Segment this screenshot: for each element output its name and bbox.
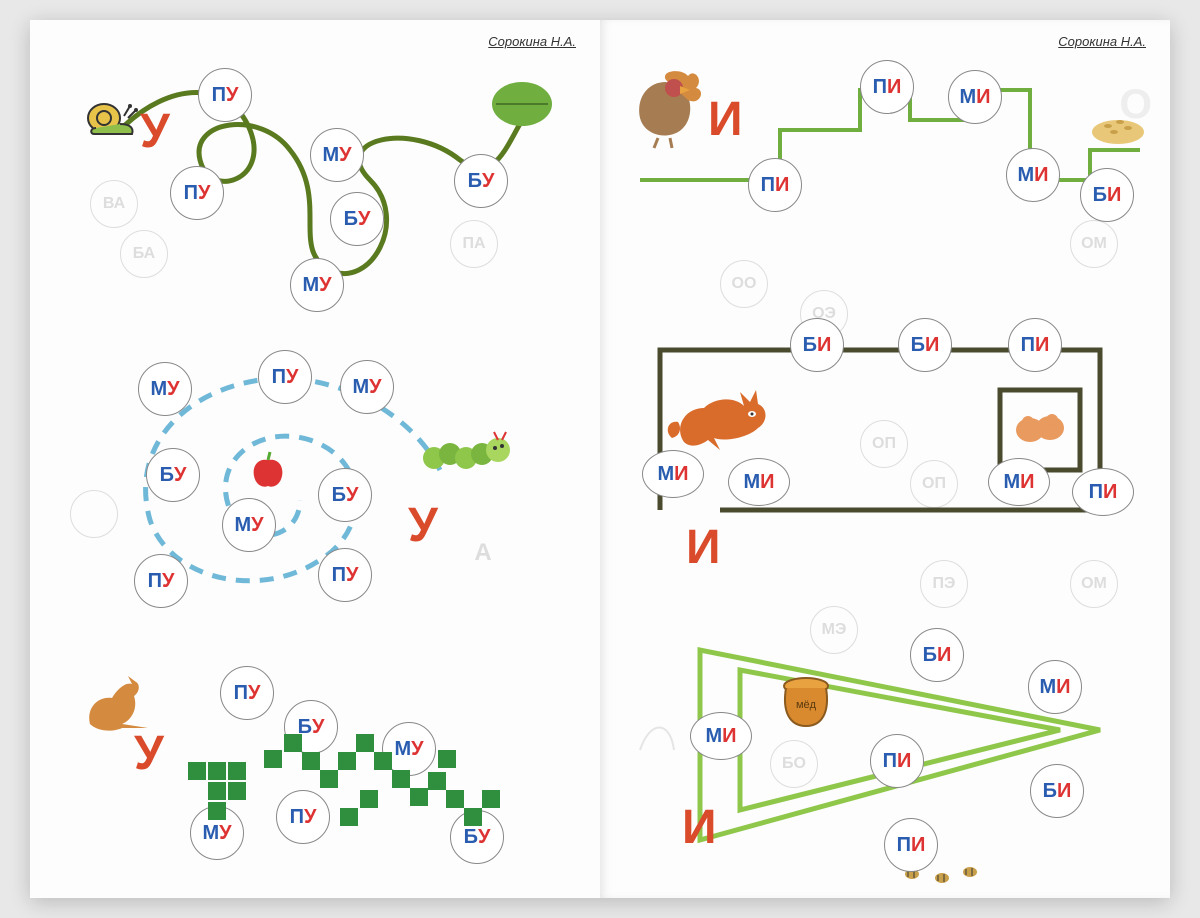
syllable-bubble: МУ — [310, 128, 364, 182]
big-letter-u-1: У — [140, 104, 170, 159]
author-right: Сорокина Н.А. — [1058, 34, 1146, 49]
syllable-bubble: МИ — [690, 712, 752, 760]
syllable-bubble: БУ — [146, 448, 200, 502]
ghost: МЭ — [810, 606, 858, 654]
path-square — [464, 808, 482, 826]
syllable-bubble: МУ — [290, 258, 344, 312]
syllable-bubble: МУ — [222, 498, 276, 552]
ghost: БО — [770, 740, 818, 788]
svg-text:мёд: мёд — [796, 699, 817, 711]
path-square — [410, 788, 428, 806]
path-square — [264, 750, 282, 768]
big-letter-i-1: И — [708, 92, 743, 147]
syllable-bubble: МИ — [988, 458, 1050, 506]
big-letter-i-3: И — [682, 800, 717, 855]
path-square — [208, 782, 226, 800]
syllable-bubble: БИ — [910, 628, 964, 682]
path-square — [320, 770, 338, 788]
spiral-path — [30, 320, 600, 640]
syllable-bubble: БУ — [318, 468, 372, 522]
syllable-bubble: ПУ — [258, 350, 312, 404]
path-square — [302, 752, 320, 770]
syllable-bubble: ПУ — [170, 166, 224, 220]
path-square — [228, 762, 246, 780]
path-square — [482, 790, 500, 808]
ghost: ПЭ — [920, 560, 968, 608]
path-square — [428, 772, 446, 790]
syllable-bubble: БУ — [330, 192, 384, 246]
path-square — [188, 762, 206, 780]
turkey-icon — [624, 66, 708, 150]
ghost: ОП — [860, 420, 908, 468]
path-square — [446, 790, 464, 808]
ghost: БА — [120, 230, 168, 278]
ghost: ОП — [910, 460, 958, 508]
syllable-bubble: ПИ — [1072, 468, 1134, 516]
syllable-bubble: МИ — [642, 450, 704, 498]
ghost: ПА — [450, 220, 498, 268]
big-letter-u-3: У — [134, 726, 164, 781]
path-square — [438, 750, 456, 768]
ghost-letter: А — [460, 530, 506, 576]
syllable-bubble: МИ — [1006, 148, 1060, 202]
syllable-bubble: БИ — [790, 318, 844, 372]
syllable-bubble: МИ — [948, 70, 1002, 124]
syllable-bubble: ПУ — [276, 790, 330, 844]
ghost: ОМ — [1070, 220, 1118, 268]
syllable-bubble: МУ — [138, 362, 192, 416]
ghost: ОО — [720, 260, 768, 308]
syllable-bubble: ПУ — [318, 548, 372, 602]
right-page: Сорокина Н.А. ОМ ОО ОЭ ОП ОП ПЭ ОМ МЭ БО… — [600, 20, 1170, 898]
syllable-bubble: БИ — [1030, 764, 1084, 818]
cubs-icon — [1010, 400, 1070, 450]
ghost: ВА — [90, 180, 138, 228]
ghost-grasshopper — [630, 700, 680, 760]
syllable-bubble: МИ — [1028, 660, 1082, 714]
syllable-bubble: ПУ — [220, 666, 274, 720]
syllable-bubble: БИ — [898, 318, 952, 372]
apple-icon — [248, 450, 288, 490]
path-square — [228, 782, 246, 800]
syllable-bubble: ПИ — [870, 734, 924, 788]
path-square — [356, 734, 374, 752]
leaf-icon — [486, 76, 558, 132]
syllable-bubble: БУ — [454, 154, 508, 208]
big-letter-i-2: И — [686, 520, 721, 575]
left-page: Сорокина Н.А. ВА БА ПА А У ПУ ПУ МУ БУ МУ БУ — [30, 20, 601, 898]
honey-icon: мёд — [776, 672, 836, 732]
syllable-bubble: БИ — [1080, 168, 1134, 222]
syllable-bubble: ПИ — [1008, 318, 1062, 372]
big-letter-u-2: У — [408, 498, 438, 553]
syllable-bubble: МУ — [340, 360, 394, 414]
path-square — [338, 752, 356, 770]
path-square — [360, 790, 378, 808]
path-square — [392, 770, 410, 788]
path-square — [208, 762, 226, 780]
snail-icon — [82, 98, 142, 144]
syllable-bubble: ПУ — [198, 68, 252, 122]
syllable-bubble: ПУ — [134, 554, 188, 608]
syllable-bubble: ПИ — [748, 158, 802, 212]
syllable-bubble: ПИ — [860, 60, 914, 114]
caterpillar-icon — [420, 430, 510, 480]
ghost — [70, 490, 118, 538]
fox-icon — [664, 378, 784, 458]
path-square — [284, 734, 302, 752]
path-square — [374, 752, 392, 770]
syllable-bubble: ПИ — [884, 818, 938, 872]
path-square — [208, 802, 226, 820]
syllable-bubble: МИ — [728, 458, 790, 506]
author-left: Сорокина Н.А. — [488, 34, 576, 49]
grain-icon — [1088, 102, 1148, 146]
path-square — [340, 808, 358, 826]
ghost: ОМ — [1070, 560, 1118, 608]
